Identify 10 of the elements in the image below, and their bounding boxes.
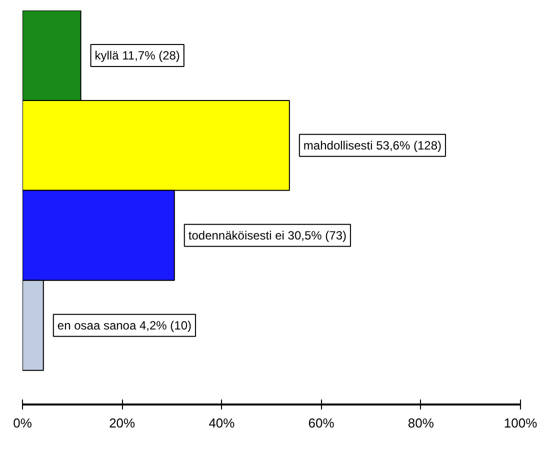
x-tick-label: 40% bbox=[208, 416, 236, 430]
x-tick-label: 0% bbox=[13, 416, 32, 430]
data-label: kyllä 11,7% (28) bbox=[94, 48, 180, 62]
x-tick-label: 100% bbox=[504, 416, 538, 430]
x-tick-label: 80% bbox=[408, 416, 434, 430]
data-label: todennäköisesti ei 30,5% (73) bbox=[188, 228, 346, 242]
data-label: en osaa sanoa 4,2% (10) bbox=[57, 318, 192, 332]
x-tick-label: 20% bbox=[109, 416, 136, 430]
x-tick-label: 60% bbox=[308, 416, 335, 430]
data-label: mahdollisesti 53,6% (128) bbox=[303, 138, 442, 152]
